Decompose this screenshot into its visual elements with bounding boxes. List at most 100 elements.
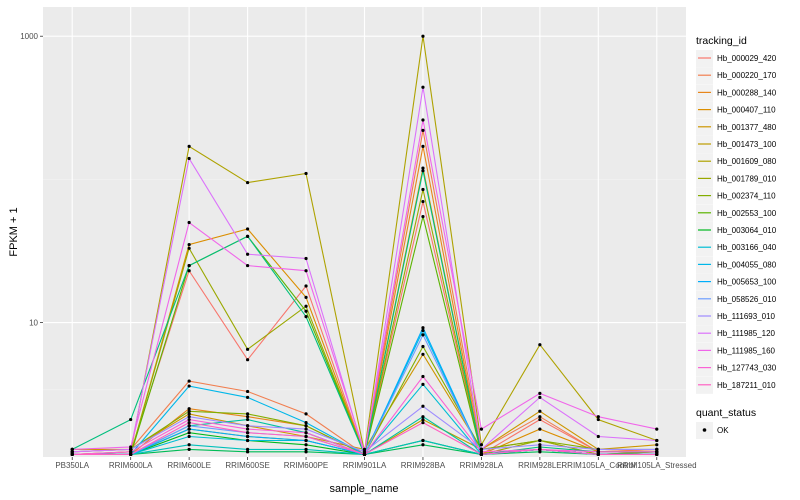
data-point bbox=[538, 443, 542, 447]
data-point bbox=[304, 424, 308, 428]
data-point bbox=[304, 304, 308, 308]
data-point bbox=[421, 374, 425, 379]
gridlines bbox=[43, 7, 686, 457]
data-point bbox=[187, 424, 191, 428]
data-point bbox=[421, 118, 425, 122]
data-point bbox=[538, 427, 542, 431]
data-point bbox=[187, 415, 191, 419]
legend-label: Hb_058526_010 bbox=[717, 295, 777, 304]
y-tick-label: 1000 bbox=[20, 32, 38, 41]
data-point bbox=[362, 452, 367, 456]
data-point bbox=[421, 352, 425, 356]
data-point bbox=[129, 452, 133, 456]
data-point bbox=[596, 417, 600, 422]
data-point bbox=[421, 344, 425, 349]
data-point bbox=[538, 395, 542, 399]
data-point bbox=[596, 450, 600, 454]
data-point bbox=[538, 409, 542, 413]
data-point bbox=[596, 447, 600, 451]
data-point bbox=[362, 450, 367, 454]
legend-label: Hb_001377_480 bbox=[717, 123, 777, 132]
data-point bbox=[70, 447, 74, 451]
legend-label: Hb_005653_100 bbox=[717, 278, 777, 287]
data-point bbox=[187, 246, 191, 250]
legend-label: Hb_002553_100 bbox=[717, 209, 777, 218]
data-point bbox=[129, 447, 133, 451]
data-point bbox=[245, 358, 250, 362]
series-points bbox=[70, 34, 659, 456]
shape-key bbox=[702, 428, 707, 432]
shape-legend-title: quant_status bbox=[696, 407, 756, 419]
data-point bbox=[245, 180, 250, 185]
data-point bbox=[245, 263, 250, 268]
data-point bbox=[187, 384, 191, 388]
x-tick-label: PB350LA bbox=[55, 461, 89, 470]
data-point bbox=[421, 443, 425, 447]
data-point bbox=[421, 382, 425, 386]
legend-items: Hb_000029_420 Hb_000220_170 Hb_000288_140 H… bbox=[696, 50, 777, 394]
data-point bbox=[538, 447, 542, 451]
data-point bbox=[538, 415, 542, 419]
data-point bbox=[479, 447, 484, 451]
data-point bbox=[304, 315, 308, 319]
legend-label: Hb_003064_010 bbox=[717, 226, 777, 235]
data-point bbox=[187, 443, 191, 447]
data-point bbox=[538, 450, 542, 454]
data-point bbox=[479, 450, 484, 454]
data-point bbox=[187, 407, 191, 411]
data-point bbox=[596, 434, 600, 439]
shape-legend-items: OK bbox=[696, 422, 729, 439]
data-point bbox=[129, 445, 133, 449]
data-point bbox=[421, 199, 425, 204]
legend: tracking_id Hb_000029_420Hb_000220_170Hb… bbox=[696, 35, 777, 439]
y-axis-title: FPKM + 1 bbox=[8, 207, 20, 256]
data-point bbox=[187, 417, 191, 422]
data-point bbox=[304, 438, 308, 443]
data-point bbox=[187, 431, 191, 435]
x-tick-label: RRIM600SE bbox=[225, 461, 269, 470]
data-point bbox=[655, 447, 659, 451]
legend-label: Hb_001473_100 bbox=[717, 140, 777, 149]
legend-label: Hb_002374_110 bbox=[717, 192, 776, 201]
data-point bbox=[245, 389, 250, 394]
data-point bbox=[421, 438, 425, 443]
data-point bbox=[304, 434, 308, 439]
data-point bbox=[304, 295, 308, 299]
data-point bbox=[304, 269, 308, 273]
data-point bbox=[421, 85, 425, 89]
x-tick-label: RRIM928BA bbox=[401, 461, 446, 470]
data-point bbox=[655, 427, 659, 431]
x-tick-label: RRIM901LA bbox=[343, 461, 387, 470]
data-point bbox=[70, 452, 74, 456]
data-point bbox=[421, 169, 425, 173]
x-tick-label: RRIM105LA_Control bbox=[561, 461, 635, 470]
data-point bbox=[245, 347, 250, 351]
data-point bbox=[304, 450, 308, 454]
data-point bbox=[245, 395, 250, 399]
data-point bbox=[655, 443, 659, 447]
legend-label: Hb_127743_030 bbox=[717, 364, 777, 373]
data-point bbox=[421, 415, 425, 419]
data-point bbox=[187, 409, 191, 413]
legend-label: Hb_000220_170 bbox=[717, 71, 777, 80]
legend-label: Hb_111985_120 bbox=[717, 329, 776, 338]
data-point bbox=[538, 417, 542, 422]
x-tick-label: RRIM928LE bbox=[518, 461, 562, 470]
data-point bbox=[421, 144, 425, 148]
data-point bbox=[187, 263, 191, 268]
data-point bbox=[245, 417, 250, 422]
data-point bbox=[421, 333, 425, 337]
data-point bbox=[655, 438, 659, 443]
data-point bbox=[187, 243, 191, 247]
x-axis: PB350LA RRIM600LA RRIM600LE RRIM600SE RRIM60… bbox=[55, 457, 697, 470]
data-point bbox=[187, 220, 191, 225]
legend-label: Hb_000288_140 bbox=[717, 88, 777, 97]
data-point bbox=[129, 417, 133, 422]
data-point bbox=[187, 427, 191, 431]
legend-label: Hb_111985_160 bbox=[717, 346, 776, 355]
data-point bbox=[187, 156, 191, 161]
data-point bbox=[245, 412, 250, 416]
data-point bbox=[187, 269, 191, 273]
data-point bbox=[304, 412, 308, 416]
